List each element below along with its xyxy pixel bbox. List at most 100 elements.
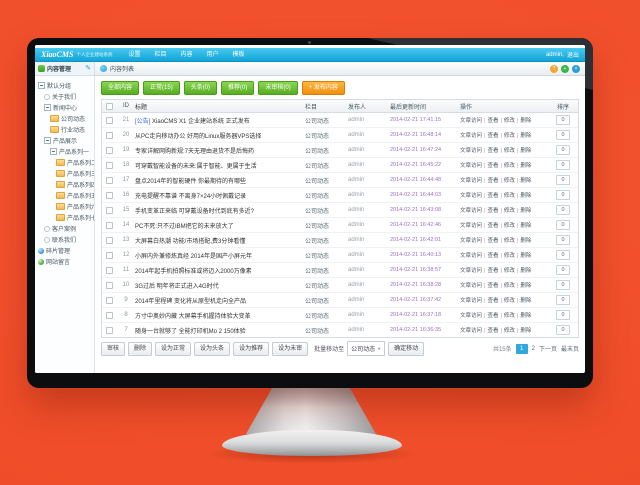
sidebar-item[interactable]: 关于我们 xyxy=(35,91,94,102)
row-title-link[interactable]: 3G过后 明年将正式进入4G时代 xyxy=(135,283,219,290)
op-link[interactable]: 文章访问 xyxy=(460,148,483,154)
op-link[interactable]: 文章访问 xyxy=(460,133,483,139)
op-link[interactable]: 删除 xyxy=(520,133,532,139)
row-title-link[interactable]: 2014年起手机拍照标准或将迈入2000万像素 xyxy=(135,268,252,275)
op-link[interactable]: 修改 xyxy=(503,163,515,169)
op-link[interactable]: 文章访问 xyxy=(460,328,483,334)
op-link[interactable]: 查看 xyxy=(487,283,499,289)
batch-action-button[interactable]: 设为推荐 xyxy=(233,341,270,356)
sidebar-item[interactable]: 联系我们 xyxy=(35,234,94,245)
row-checkbox[interactable] xyxy=(106,191,113,199)
row-checkbox[interactable] xyxy=(106,176,113,184)
op-link[interactable]: 查看 xyxy=(487,253,499,259)
op-link[interactable]: 删除 xyxy=(520,283,532,289)
row-title-link[interactable]: 大屏幕白热潮 功能/市场搭配,费3分钟看懂 xyxy=(135,238,246,245)
row-title-link[interactable]: 可穿戴智能设备的未来:属于智能、更属于生活 xyxy=(135,163,257,170)
help-icon[interactable]: ? xyxy=(550,64,558,73)
op-link[interactable]: 查看 xyxy=(487,223,499,229)
row-title-link[interactable]: 随身一台就够了 全能打印机Mo 2 150体验 xyxy=(135,328,246,335)
op-link[interactable]: 修改 xyxy=(503,328,515,334)
op-link[interactable]: 删除 xyxy=(520,163,532,169)
op-link[interactable]: 修改 xyxy=(503,268,515,274)
op-link[interactable]: 查看 xyxy=(487,193,499,199)
row-title-link[interactable]: 从PC走向移动办公 好用的Linux服务器VPS选择 xyxy=(135,133,262,140)
op-link[interactable]: 修改 xyxy=(503,193,515,199)
op-link[interactable]: 文章访问 xyxy=(460,208,483,214)
op-link[interactable]: 查看 xyxy=(487,118,499,124)
sidebar-item[interactable]: 产品系列一 xyxy=(35,146,94,157)
op-link[interactable]: 修改 xyxy=(503,118,515,124)
confirm-move-button[interactable]: 确定移动 xyxy=(388,341,425,356)
row-title-link[interactable]: 充电提醒不靠谱 不离身7×24小时佩戴记录 xyxy=(135,193,247,200)
pagination-item[interactable]: 1 xyxy=(515,343,528,354)
op-link[interactable]: 删除 xyxy=(520,238,532,244)
op-link[interactable]: 文章访问 xyxy=(460,253,483,259)
sort-input[interactable]: 0 xyxy=(556,190,570,200)
sidebar-item[interactable]: 碎片管理 xyxy=(35,245,94,256)
op-link[interactable]: 修改 xyxy=(503,283,515,289)
op-link[interactable]: 文章访问 xyxy=(460,268,483,274)
batch-action-button[interactable]: 设为正常 xyxy=(155,341,192,356)
row-checkbox[interactable] xyxy=(106,281,113,289)
filter-button[interactable]: 推荐(0) xyxy=(221,81,255,95)
sidebar-item[interactable]: 产品系列六 xyxy=(35,201,94,212)
op-link[interactable]: 修改 xyxy=(503,313,515,319)
sort-input[interactable]: 0 xyxy=(556,325,570,335)
op-link[interactable]: 修改 xyxy=(503,253,515,259)
sidebar-item[interactable]: 产品展示 xyxy=(35,135,94,146)
refresh-icon[interactable]: + xyxy=(561,64,569,73)
row-title-link[interactable]: 专家详解网购新规:7天无理由退货不是后悔药 xyxy=(135,148,255,155)
op-link[interactable]: 文章访问 xyxy=(460,238,483,244)
row-checkbox[interactable] xyxy=(106,206,113,214)
pagination-item[interactable]: 最末页 xyxy=(560,347,579,353)
op-link[interactable]: 查看 xyxy=(487,163,499,169)
op-link[interactable]: 查看 xyxy=(487,148,499,154)
op-link[interactable]: 修改 xyxy=(503,148,515,154)
sort-input[interactable]: 0 xyxy=(556,160,570,170)
op-link[interactable]: 文章访问 xyxy=(460,298,483,304)
sort-input[interactable]: 0 xyxy=(556,115,570,125)
sidebar-item[interactable]: 产品系列二 xyxy=(35,157,94,168)
nav-item[interactable]: 设置 xyxy=(128,51,141,58)
sidebar-item[interactable]: 默认分组 xyxy=(35,80,94,91)
row-title-link[interactable]: 盘点2014年的智能硬件 你最期待的有哪些 xyxy=(135,178,247,185)
op-link[interactable]: 查看 xyxy=(487,208,499,214)
row-checkbox[interactable] xyxy=(106,311,113,319)
op-link[interactable]: 查看 xyxy=(487,313,499,319)
op-link[interactable]: 修改 xyxy=(503,238,515,244)
row-title-link[interactable]: XiaoCMS X1 企业建站系统 正式发布 xyxy=(152,118,250,125)
sort-input[interactable]: 0 xyxy=(556,250,570,260)
row-checkbox[interactable] xyxy=(106,296,113,304)
op-link[interactable]: 文章访问 xyxy=(460,163,483,169)
op-link[interactable]: 删除 xyxy=(520,178,532,184)
op-link[interactable]: 删除 xyxy=(520,253,532,259)
sort-input[interactable]: 0 xyxy=(556,145,570,155)
sort-input[interactable]: 0 xyxy=(556,265,570,275)
pagination-item[interactable]: 2 xyxy=(531,345,535,352)
op-link[interactable]: 文章访问 xyxy=(460,178,483,184)
op-link[interactable]: 修改 xyxy=(503,133,515,139)
filter-button[interactable]: 头条(0) xyxy=(183,81,218,95)
sort-input[interactable]: 0 xyxy=(556,310,570,320)
sort-input[interactable]: 0 xyxy=(556,235,570,245)
tab-title[interactable]: 内容列表 xyxy=(110,67,135,73)
sort-input[interactable]: 0 xyxy=(556,175,570,185)
op-link[interactable]: 查看 xyxy=(487,178,499,184)
op-link[interactable]: 删除 xyxy=(520,298,532,304)
batch-action-button[interactable]: 删除 xyxy=(128,341,153,356)
move-to-select[interactable]: 公司动态 ▼ xyxy=(347,341,386,356)
sort-input[interactable]: 0 xyxy=(556,295,570,305)
row-title-link[interactable]: 手机变革正来临 可穿戴设备时代到底有多近? xyxy=(135,208,255,215)
sort-input[interactable]: 0 xyxy=(556,205,570,215)
sidebar-item[interactable]: 行业动态 xyxy=(35,124,94,135)
filter-button[interactable]: 全部内容 xyxy=(101,81,140,95)
select-all-checkbox[interactable] xyxy=(106,102,113,110)
sidebar-item[interactable]: 产品系列三 xyxy=(35,168,94,179)
filter-button[interactable]: 正常(15) xyxy=(143,81,180,95)
sidebar-item[interactable]: 产品系列七 xyxy=(35,212,94,223)
op-link[interactable]: 修改 xyxy=(503,208,515,214)
row-title-link[interactable]: 方寸中奥妙内藏 大屏幕手机握持体验大变革 xyxy=(135,313,251,320)
op-link[interactable]: 删除 xyxy=(520,223,532,229)
op-link[interactable]: 文章访问 xyxy=(460,223,483,229)
sort-input[interactable]: 0 xyxy=(556,280,570,290)
